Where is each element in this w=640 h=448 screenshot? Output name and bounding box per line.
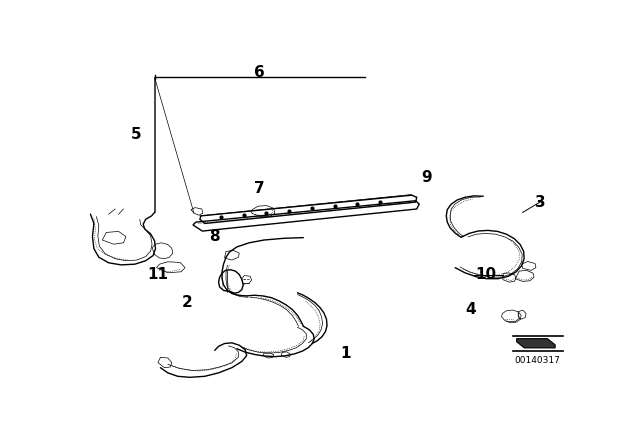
Text: 5: 5 — [131, 127, 141, 142]
Text: 7: 7 — [253, 181, 264, 196]
Polygon shape — [516, 339, 555, 348]
Text: 2: 2 — [182, 295, 193, 310]
Text: 11: 11 — [147, 267, 168, 282]
Text: 6: 6 — [253, 65, 264, 80]
Text: 10: 10 — [475, 267, 496, 282]
Text: 8: 8 — [209, 229, 220, 244]
Text: 1: 1 — [340, 346, 351, 362]
Text: 9: 9 — [421, 170, 432, 185]
Text: 00140317: 00140317 — [515, 356, 561, 365]
Text: 4: 4 — [465, 302, 476, 317]
Text: 3: 3 — [534, 194, 545, 210]
